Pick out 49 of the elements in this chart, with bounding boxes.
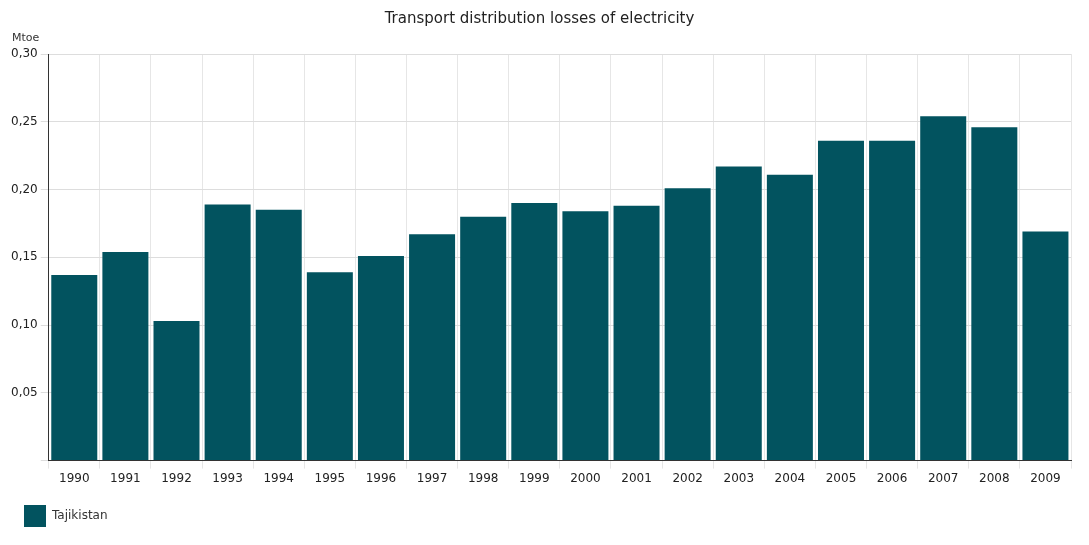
bar [920, 116, 967, 461]
y-tick-label: 0,25 [11, 113, 38, 128]
bar [817, 140, 864, 461]
x-tick-label: 1994 [263, 470, 295, 485]
legend-label: Tajikistan [51, 508, 108, 523]
x-tick-label: 2008 [979, 470, 1010, 485]
y-tick-label: 0,15 [11, 249, 38, 264]
bar [562, 211, 609, 461]
bar [715, 166, 762, 461]
x-tick-label: 1999 [519, 470, 550, 485]
bar [613, 205, 660, 461]
bar [971, 127, 1018, 461]
x-tick-label: 2000 [570, 470, 601, 485]
x-tick-label: 2003 [723, 470, 755, 485]
x-tick-label: 2001 [621, 470, 652, 485]
bar [306, 272, 353, 461]
bar [153, 321, 200, 461]
x-tick-label: 1995 [314, 470, 346, 485]
bar [102, 251, 149, 461]
x-tick-label: 2009 [1030, 470, 1061, 485]
bar [664, 188, 711, 461]
y-axis-title: Mtoe [12, 31, 40, 45]
chart-title: Transport distribution losses of electricity [383, 8, 695, 27]
bar [460, 216, 507, 461]
x-tick-label: 2002 [672, 470, 703, 485]
bar [51, 274, 98, 461]
x-tick-label: 1996 [365, 470, 397, 485]
x-tick-label: 1992 [161, 470, 192, 485]
bar [255, 209, 302, 461]
x-tick-label: 1991 [110, 470, 141, 485]
x-tick-label: 1990 [59, 470, 90, 485]
y-tick-label: 0,20 [11, 181, 38, 196]
y-tick-label: 0,30 [11, 46, 38, 61]
x-tick-label: 2007 [927, 470, 959, 485]
x-tick-label: 2005 [825, 470, 857, 485]
x-tick-label: 2004 [774, 470, 806, 485]
x-tick-label: 1997 [416, 470, 448, 485]
bar [409, 234, 456, 461]
y-tick-label: 0,10 [11, 317, 38, 332]
x-tick-label: 2006 [876, 470, 908, 485]
x-tick-label: 1993 [212, 470, 243, 485]
y-tick-label: 0,05 [11, 384, 38, 399]
bar [1022, 231, 1069, 461]
bar [511, 203, 558, 461]
x-tick-label: 1998 [467, 470, 499, 485]
bar [204, 204, 251, 461]
bar [869, 140, 916, 461]
bar [357, 255, 404, 461]
bar [766, 174, 813, 461]
